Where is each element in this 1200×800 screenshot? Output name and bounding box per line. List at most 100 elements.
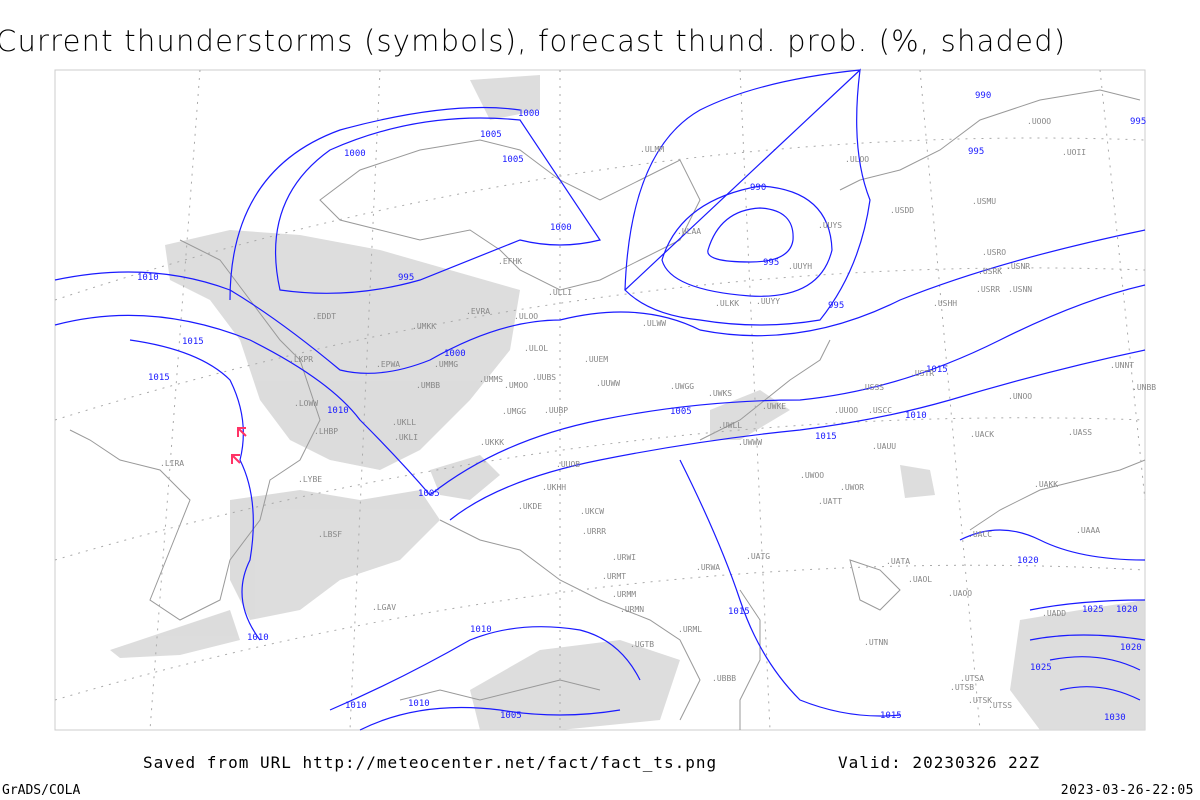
station-label: .LIRA — [160, 459, 184, 468]
station-label: .UWOO — [800, 471, 824, 480]
isobar-label: 990 — [975, 91, 991, 101]
isobar-label: 1005 — [480, 130, 502, 140]
station-label: .UAKK — [1034, 480, 1058, 489]
station-label: .ULOO — [845, 155, 869, 164]
station-label: .ULLI — [548, 288, 572, 297]
isobar-label: 1010 — [470, 625, 492, 635]
isobar-label: 1010 — [345, 701, 367, 711]
station-label: .UKKK — [480, 438, 504, 447]
station-label: .EVRA — [466, 307, 490, 316]
station-label: .UNBB — [1132, 383, 1156, 392]
station-label: .USMU — [972, 197, 996, 206]
station-label: .UKDE — [518, 502, 542, 511]
station-label: .ULAA — [677, 227, 701, 236]
station-label: .USNN — [1008, 285, 1032, 294]
isobar-label: 1025 — [1030, 663, 1052, 673]
station-label: .LYBE — [298, 475, 322, 484]
generated-timestamp: 2023-03-26-22:05 — [1060, 783, 1194, 798]
station-labels: .ULMM .ULOO .UOOO .UOII .ULAA .UUYS .UUYH .ULKK… — [160, 117, 1156, 710]
station-label: .UWGG — [670, 382, 694, 391]
station-label: .UAOL — [908, 575, 932, 584]
isobar-label: 1000 — [518, 109, 540, 119]
station-label: .UUEM — [584, 355, 608, 364]
isobar-label: 1020 — [1120, 643, 1142, 653]
isobar-label: 990 — [750, 183, 766, 193]
map-frame — [54, 69, 1146, 731]
station-label: .UACC — [968, 530, 992, 539]
station-label: .USHH — [933, 299, 957, 308]
station-label: .UUOO — [834, 406, 858, 415]
isobar-label: 1015 — [728, 607, 750, 617]
station-label: .UWOR — [840, 483, 864, 492]
station-label: .UGTB — [630, 640, 654, 649]
station-label: .UAOO — [948, 589, 972, 598]
station-label: .USTR — [910, 369, 934, 378]
lat-lon-grid — [54, 69, 1146, 731]
station-label: .UNOO — [1008, 392, 1032, 401]
station-label: .UMGG — [502, 407, 526, 416]
station-label: .UATA — [886, 557, 910, 566]
isobar-label: 995 — [968, 147, 984, 157]
station-label: .UKCW — [580, 507, 604, 516]
station-label: .UUOB — [556, 460, 580, 469]
isobar-label: 995 — [398, 273, 414, 283]
station-label: .UMKK — [412, 322, 436, 331]
station-label: .UNNT — [1110, 361, 1134, 370]
station-label: .UUYH — [788, 262, 812, 271]
isobar-label: 1000 — [550, 223, 572, 233]
station-label: .USNR — [1006, 262, 1030, 271]
station-label: .UUYY — [756, 297, 780, 306]
station-label: .ULOO — [514, 312, 538, 321]
station-label: .UOOO — [1027, 117, 1051, 126]
isobar-label: 1010 — [408, 699, 430, 709]
station-label: .EPWA — [376, 360, 400, 369]
station-label: .UWKS — [708, 389, 732, 398]
station-label: .UATT — [818, 497, 842, 506]
station-label: .UOII — [1062, 148, 1086, 157]
isobar-label: 995 — [1130, 117, 1146, 127]
isobar-label: 1020 — [1116, 605, 1138, 615]
station-label: .UMOO — [504, 381, 528, 390]
station-label: .EFHK — [498, 257, 522, 266]
thunderstorm-symbols — [231, 427, 247, 464]
station-label: .UAUU — [872, 442, 896, 451]
station-label: .UUBP — [544, 406, 568, 415]
station-label: .ULOL — [524, 344, 548, 353]
station-label: .USRO — [982, 248, 1006, 257]
isobar-label: 1005 — [500, 711, 522, 721]
isobar-label: 1000 — [344, 149, 366, 159]
valid-time: Valid: 20230326 22Z — [838, 753, 1041, 772]
map-title: Current thunderstorms (symbols), forecas… — [0, 24, 1067, 58]
station-label: .URMT — [602, 572, 626, 581]
isobar-label: 1030 — [1104, 713, 1126, 723]
station-label: .URMN — [620, 605, 644, 614]
station-label: .USDD — [890, 206, 914, 215]
station-label: .EDDT — [312, 312, 336, 321]
isobar-label: 1020 — [1017, 556, 1039, 566]
isobar-label: 1005 — [502, 155, 524, 165]
isobar-label: 1015 — [926, 365, 948, 375]
station-label: .LBSF — [318, 530, 342, 539]
station-label: .UTSA — [960, 674, 984, 683]
station-label: .UWWW — [738, 438, 762, 447]
isobar-label: 1015 — [815, 432, 837, 442]
station-label: .UUBS — [532, 373, 556, 382]
thunderstorm-probability-shading — [110, 75, 1145, 730]
isobar-label: 1010 — [905, 411, 927, 421]
station-label: .LGAV — [372, 603, 396, 612]
isobar-label: 1010 — [137, 273, 159, 283]
station-label: .UKLL — [392, 418, 416, 427]
station-label: .URWA — [696, 563, 720, 572]
station-label: .UBBB — [712, 674, 736, 683]
isobar-label: 1010 — [247, 633, 269, 643]
station-label: .URRR — [582, 527, 606, 536]
station-label: .LHBP — [314, 427, 338, 436]
station-label: .ULKK — [715, 299, 739, 308]
station-label: .UUWW — [596, 379, 620, 388]
station-label: .UMMG — [434, 360, 458, 369]
station-label: .USRR — [976, 285, 1000, 294]
station-label: .UMMS — [479, 375, 503, 384]
station-label: .UUYS — [818, 221, 842, 230]
station-label: .UKHH — [542, 483, 566, 492]
